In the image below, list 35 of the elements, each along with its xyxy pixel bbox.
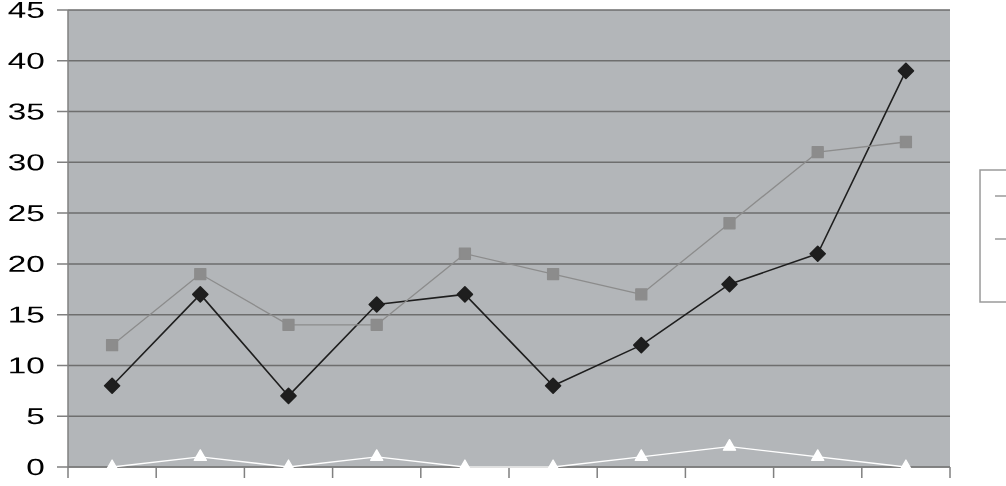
y-tick-label: 10: [10, 357, 44, 374]
point: [544, 377, 562, 395]
point: [369, 449, 384, 461]
point: [280, 387, 297, 405]
point: [458, 247, 472, 260]
point: [635, 288, 648, 301]
point: [456, 286, 474, 303]
point: [546, 267, 560, 281]
point: [370, 318, 383, 331]
point: [103, 377, 121, 395]
point: [811, 146, 824, 159]
point: [633, 336, 650, 354]
point: [723, 217, 736, 230]
y-tick-label: 30: [8, 154, 44, 171]
y-tick-label: 45: [8, 1, 44, 19]
point: [193, 449, 208, 461]
point: [722, 439, 737, 451]
point: [899, 135, 913, 149]
point: [192, 286, 209, 303]
point: [897, 62, 915, 80]
y-tick-label: 40: [8, 52, 44, 69]
y-tick-label: 5: [27, 408, 44, 425]
y-tick-label: 35: [8, 103, 44, 120]
y-tick-label: 0: [27, 458, 44, 476]
point: [634, 449, 649, 461]
point: [368, 296, 385, 313]
point: [105, 338, 119, 352]
point: [282, 318, 295, 331]
y-tick-label: 20: [9, 255, 44, 273]
point: [810, 449, 825, 461]
point: [721, 275, 738, 293]
point: [809, 245, 826, 263]
y-tick-label: 15: [10, 306, 44, 323]
point: [194, 267, 207, 281]
y-tick-label: 25: [9, 204, 44, 222]
